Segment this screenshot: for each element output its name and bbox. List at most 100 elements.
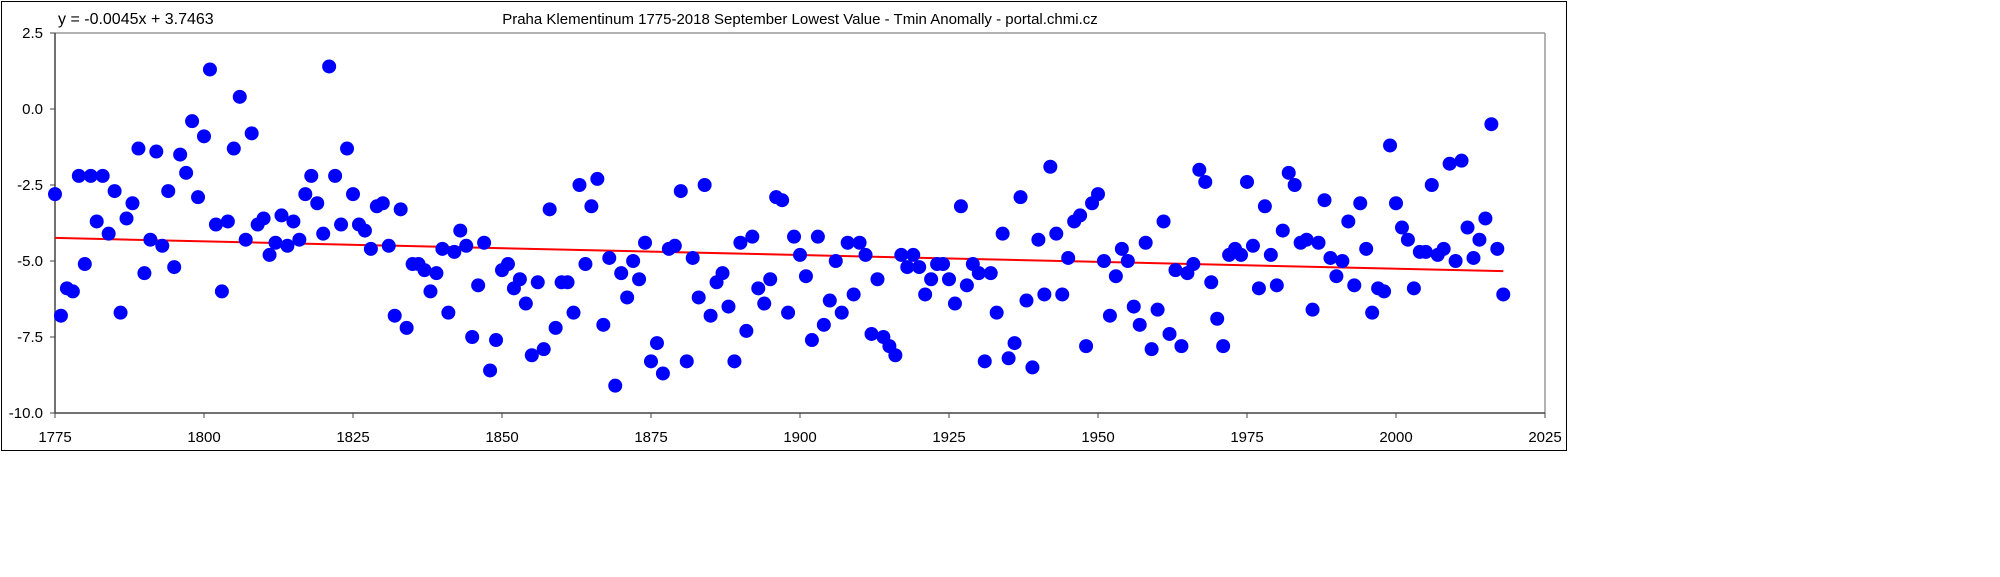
data-point bbox=[1341, 214, 1356, 229]
data-point bbox=[590, 171, 605, 186]
data-point bbox=[137, 266, 152, 281]
data-point bbox=[560, 275, 575, 290]
data-point bbox=[1186, 257, 1201, 272]
data-point bbox=[292, 232, 307, 247]
data-point bbox=[1091, 187, 1105, 202]
data-point bbox=[149, 144, 164, 159]
data-point bbox=[947, 296, 962, 311]
y-tick-label: 0.0 bbox=[22, 101, 43, 118]
data-point bbox=[101, 226, 116, 241]
data-point bbox=[393, 202, 408, 217]
data-point bbox=[1478, 211, 1493, 226]
data-point bbox=[798, 269, 813, 284]
data-point bbox=[655, 366, 670, 381]
data-point bbox=[435, 241, 450, 256]
data-point bbox=[739, 323, 754, 338]
data-point bbox=[1138, 235, 1153, 250]
data-point bbox=[1448, 254, 1463, 268]
data-point bbox=[1156, 214, 1171, 229]
data-point bbox=[197, 129, 211, 144]
data-point bbox=[864, 326, 879, 341]
data-point bbox=[1204, 275, 1219, 290]
x-tick-label: 1850 bbox=[485, 429, 518, 446]
data-point bbox=[423, 284, 438, 299]
data-point bbox=[363, 241, 378, 256]
data-point bbox=[757, 296, 772, 311]
data-point bbox=[1389, 196, 1403, 211]
data-point bbox=[316, 226, 331, 241]
data-point bbox=[1245, 238, 1260, 253]
data-point bbox=[1365, 305, 1380, 320]
data-point bbox=[1275, 223, 1290, 238]
data-point bbox=[775, 193, 790, 208]
data-point bbox=[959, 278, 974, 293]
data-point bbox=[1031, 232, 1046, 247]
data-point bbox=[280, 238, 295, 253]
data-point bbox=[542, 202, 557, 217]
data-point bbox=[1025, 360, 1040, 375]
data-point bbox=[995, 226, 1010, 241]
data-point bbox=[1108, 269, 1123, 284]
data-point bbox=[304, 168, 319, 183]
data-point bbox=[685, 250, 700, 265]
data-point bbox=[477, 235, 492, 250]
data-point bbox=[983, 266, 998, 281]
data-point bbox=[1394, 220, 1409, 235]
data-point bbox=[1353, 196, 1368, 211]
data-point bbox=[1132, 317, 1147, 332]
data-point bbox=[936, 257, 951, 272]
y-tick-label: 2.5 bbox=[22, 25, 43, 42]
data-point bbox=[1019, 293, 1034, 308]
data-point bbox=[465, 330, 480, 344]
data-point bbox=[441, 305, 456, 320]
trend-equation: y = -0.0045x + 3.7463 bbox=[58, 11, 214, 28]
data-point bbox=[53, 308, 68, 323]
data-point bbox=[548, 320, 563, 335]
data-point bbox=[1263, 247, 1278, 262]
data-point bbox=[89, 214, 104, 229]
data-point bbox=[113, 305, 128, 320]
data-point bbox=[399, 320, 414, 335]
data-point bbox=[334, 217, 349, 232]
data-point bbox=[471, 278, 486, 293]
data-point bbox=[745, 229, 760, 244]
data-point bbox=[733, 235, 748, 250]
data-point bbox=[912, 260, 927, 275]
data-point bbox=[238, 232, 253, 247]
data-point bbox=[1281, 165, 1296, 180]
y-tick-label: -10.0 bbox=[9, 405, 43, 422]
data-point bbox=[429, 266, 444, 281]
data-point bbox=[715, 266, 730, 281]
data-point bbox=[1120, 254, 1135, 268]
data-point bbox=[1007, 336, 1022, 351]
data-point bbox=[888, 348, 903, 363]
x-tick-label: 1925 bbox=[932, 429, 965, 446]
data-point bbox=[340, 141, 355, 156]
data-point bbox=[918, 287, 933, 302]
data-point bbox=[1269, 278, 1284, 293]
data-point bbox=[1347, 278, 1362, 293]
data-point bbox=[572, 178, 587, 192]
data-point bbox=[1210, 311, 1225, 326]
data-point bbox=[143, 232, 158, 247]
data-point bbox=[453, 223, 468, 238]
data-point bbox=[131, 141, 146, 156]
data-point bbox=[95, 168, 110, 183]
x-tick-label: 1825 bbox=[336, 429, 369, 446]
data-point bbox=[703, 308, 718, 323]
data-point bbox=[644, 354, 658, 369]
data-point bbox=[763, 272, 778, 287]
data-point bbox=[208, 217, 223, 232]
data-point bbox=[1055, 287, 1070, 302]
data-point bbox=[1400, 232, 1415, 247]
data-point bbox=[810, 229, 825, 244]
x-tick-label: 1800 bbox=[187, 429, 220, 446]
data-point bbox=[638, 235, 653, 250]
data-point bbox=[626, 254, 641, 268]
data-point bbox=[417, 263, 432, 278]
data-point bbox=[500, 257, 515, 272]
data-point bbox=[953, 199, 968, 214]
data-point bbox=[673, 184, 688, 199]
data-point bbox=[155, 238, 170, 253]
data-point bbox=[781, 305, 796, 320]
